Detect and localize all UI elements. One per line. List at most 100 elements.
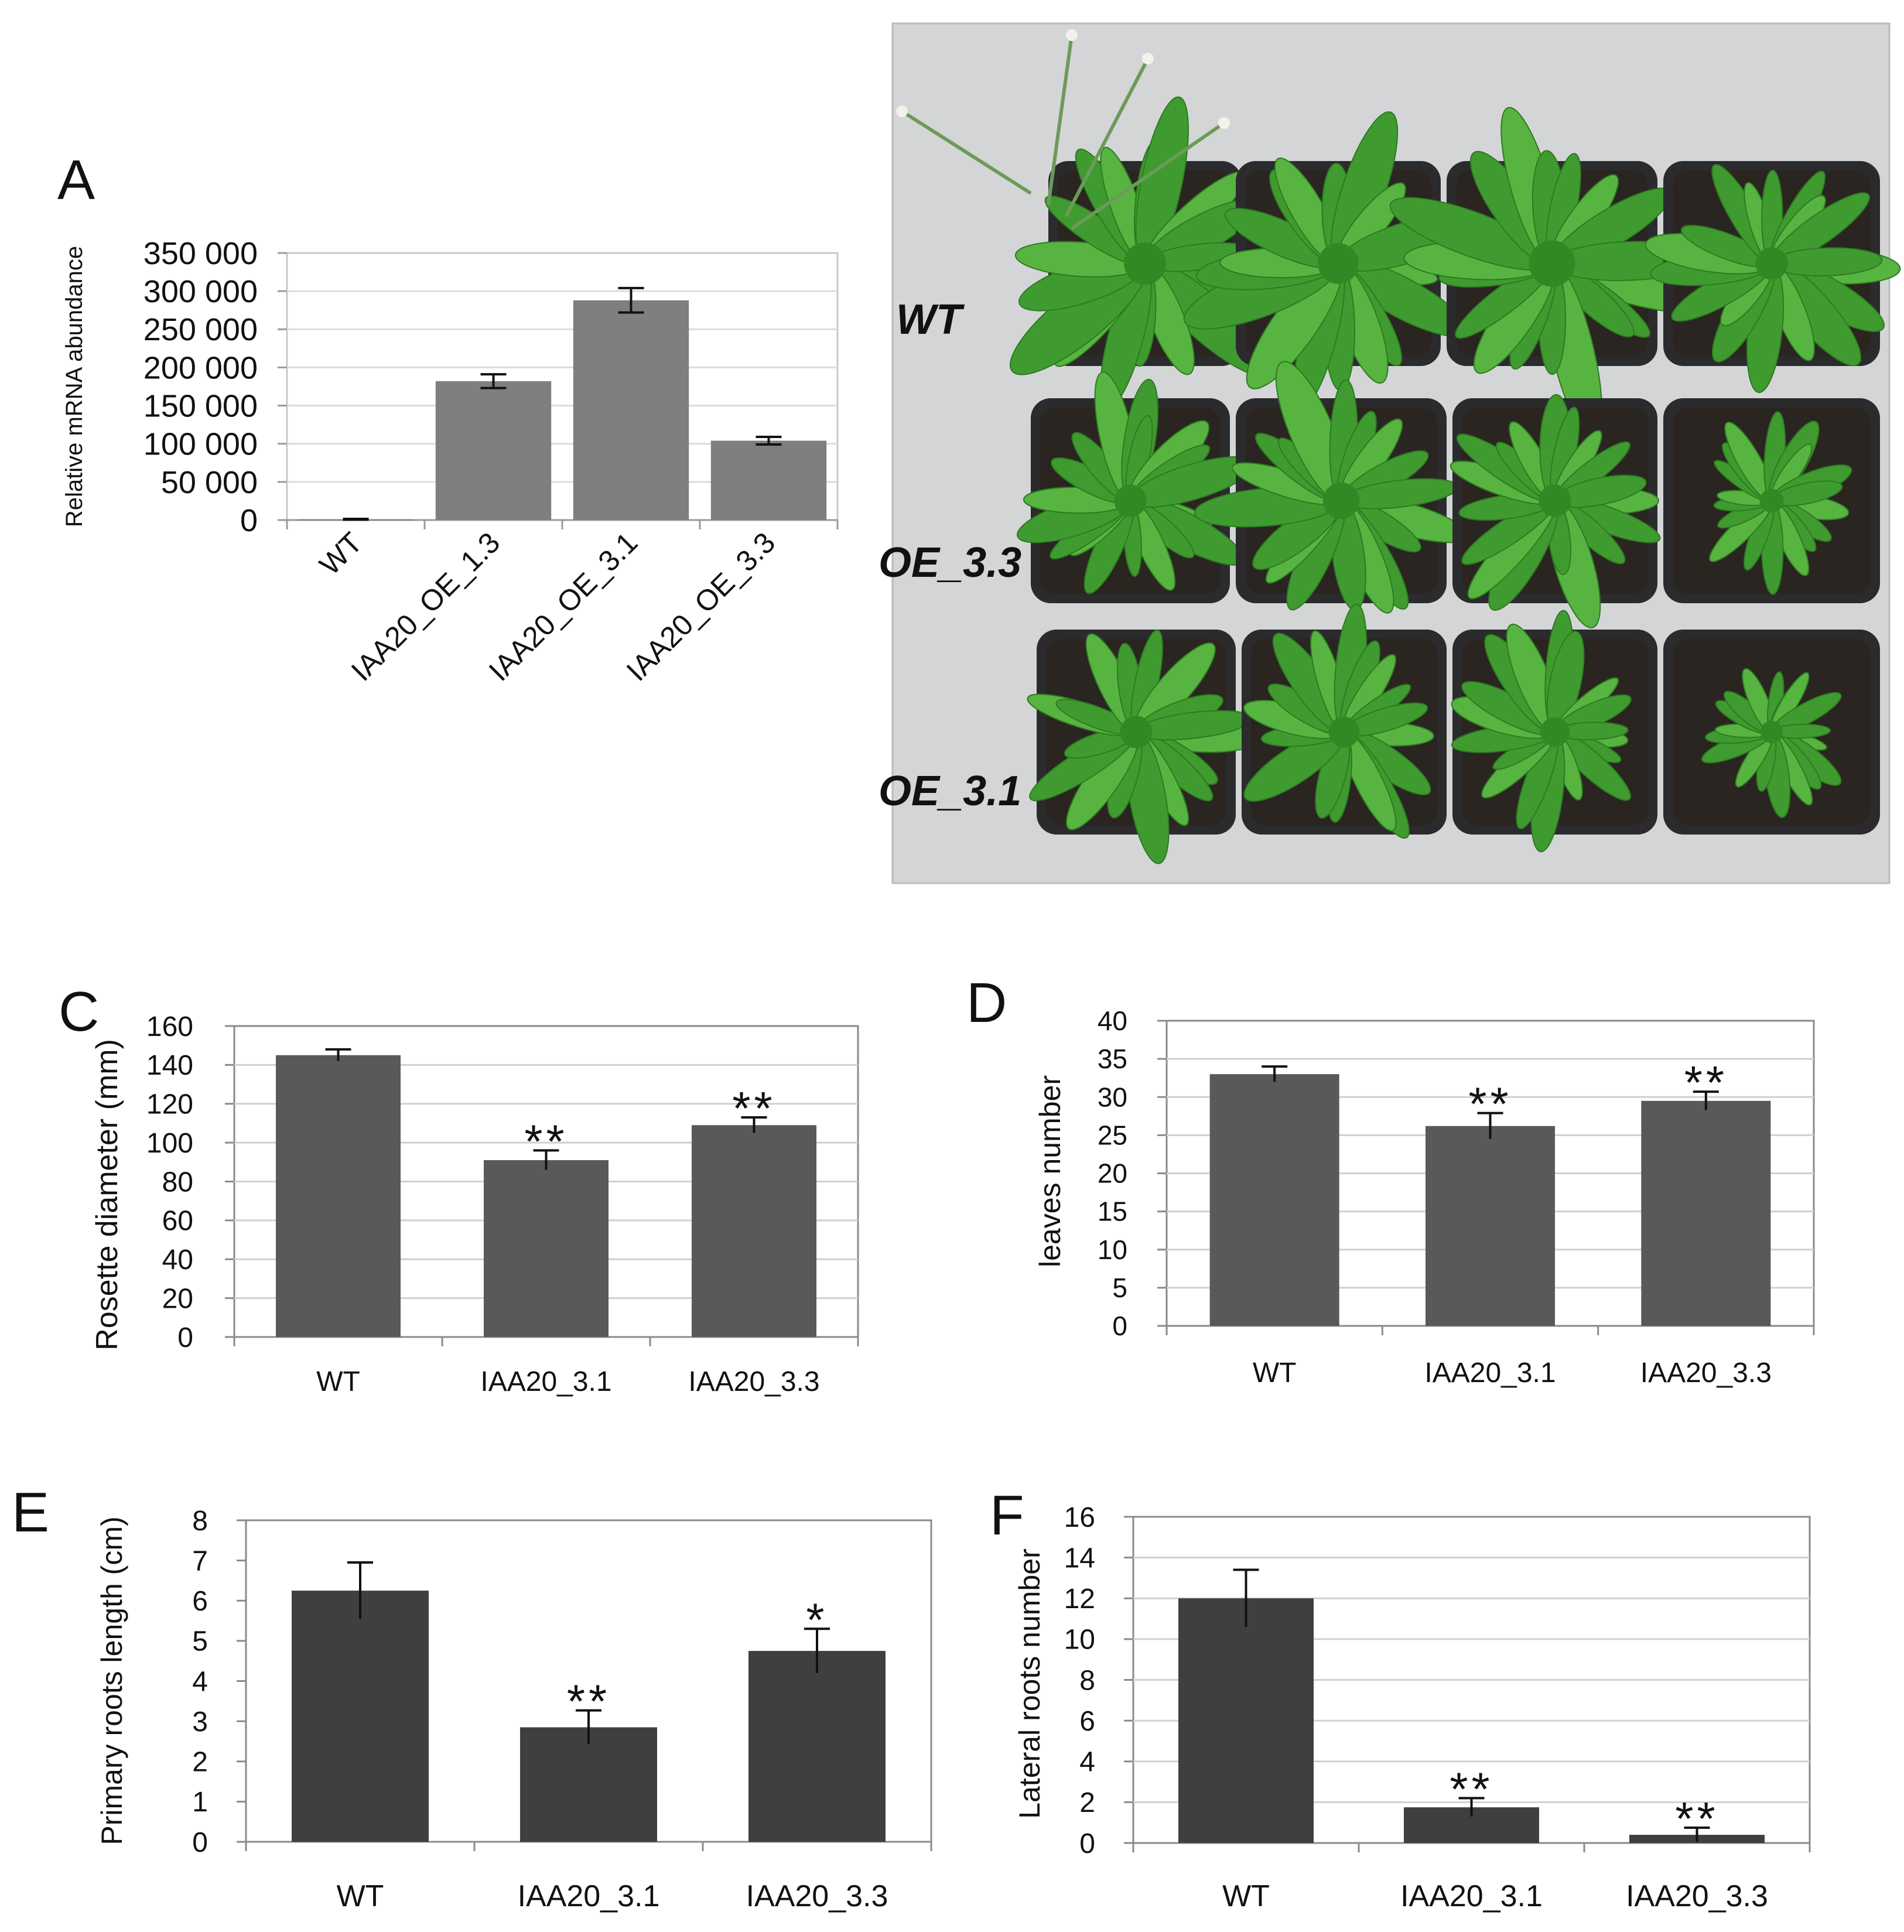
y-tick-label: 8 xyxy=(192,1506,208,1537)
y-tick-label: 100 000 xyxy=(143,427,258,462)
bar-iaa20-oe-3-3 xyxy=(710,440,827,520)
y-tick-label: 5 xyxy=(1112,1273,1127,1303)
bar-iaa20-3-1 xyxy=(484,1160,609,1337)
chart-f-lateral-roots: 0 2 4 6 8 10 12 14 16 WT ** IAA20_3.1 ** IAA20_3.3 Lat… xyxy=(1013,1502,1811,1913)
y-tick-label: 150 000 xyxy=(143,388,258,423)
y-tick-label: 200 000 xyxy=(143,350,258,385)
bar-wt xyxy=(1178,1598,1314,1843)
x-category-label: IAA20_3.3 xyxy=(1626,1879,1768,1913)
x-category-label: WT xyxy=(1222,1879,1270,1913)
bar-wt xyxy=(276,1055,401,1337)
panel-letter-f: F xyxy=(990,1484,1024,1547)
x-category-label: IAA20_OE_3.3 xyxy=(620,526,781,687)
x-category-label: WT xyxy=(316,1366,360,1397)
panel-letter-e: E xyxy=(12,1481,49,1544)
bar-iaa20-3-1 xyxy=(520,1727,657,1842)
significance-marker: ** xyxy=(1450,1763,1493,1815)
rosette-center xyxy=(1328,716,1360,748)
rosette-center xyxy=(1114,484,1147,517)
y-tick-label: 16 xyxy=(1064,1502,1095,1533)
x-category-label: WT xyxy=(337,1879,384,1913)
panel-letter-a: A xyxy=(57,149,95,211)
rosette-center xyxy=(1322,482,1360,519)
y-tick-label: 100 xyxy=(146,1128,193,1159)
y-tick-label: 14 xyxy=(1064,1543,1095,1574)
y-tick-label: 40 xyxy=(1098,1006,1127,1036)
rosette-center xyxy=(1318,243,1359,284)
significance-marker: ** xyxy=(524,1115,568,1167)
y-tick-label: 50 000 xyxy=(161,465,258,500)
y-tick-label: 1 xyxy=(192,1787,208,1818)
y-tick-label: 10 xyxy=(1064,1625,1095,1656)
rosette-center xyxy=(1759,488,1784,513)
y-tick-label: 6 xyxy=(192,1586,208,1617)
y-tick-label: 4 xyxy=(1079,1747,1095,1778)
flower xyxy=(896,105,908,117)
x-category-label: IAA20_OE_3.1 xyxy=(483,526,644,687)
y-tick-label: 8 xyxy=(1079,1665,1095,1696)
significance-marker: ** xyxy=(567,1675,610,1728)
y-tick-label: 3 xyxy=(192,1707,208,1738)
x-category-label: IAA20_3.1 xyxy=(480,1366,611,1397)
y-tick-label: 0 xyxy=(1112,1311,1127,1341)
y-axis-label: Relative mRNA abundance xyxy=(61,246,87,527)
chart-c-rosette-diameter: 0 20 40 60 80 100 120 140 160 WT ** IAA20_3.1 ** IAA2… xyxy=(90,1011,859,1397)
y-tick-label: 25 xyxy=(1098,1120,1127,1150)
y-tick-label: 2 xyxy=(192,1747,208,1778)
flower-stem xyxy=(901,110,1032,195)
bar-iaa20-3-3 xyxy=(748,1651,886,1842)
x-category-label: IAA20_3.1 xyxy=(1400,1879,1543,1913)
y-axis-label: Rosette diameter (mm) xyxy=(90,1039,124,1350)
significance-marker: ** xyxy=(1684,1056,1728,1109)
flower xyxy=(1218,117,1230,129)
y-tick-label: 7 xyxy=(192,1545,208,1577)
y-tick-label: 0 xyxy=(1079,1828,1095,1859)
bar-wt xyxy=(292,1591,429,1842)
panel-letter-c: C xyxy=(59,980,99,1043)
significance-marker: ** xyxy=(732,1082,775,1134)
chart-e-primary-roots: 0 1 2 3 4 5 6 7 8 WT ** IAA20_3.1 * IAA20_3.3 Primary … xyxy=(95,1506,932,1913)
y-tick-label: 10 xyxy=(1098,1235,1127,1265)
y-tick-label: 2 xyxy=(1079,1787,1095,1818)
rosette-center xyxy=(1529,240,1575,287)
significance-marker: ** xyxy=(1468,1078,1512,1130)
x-category-label: IAA20_OE_1.3 xyxy=(345,526,506,687)
bar-iaa20-3-3 xyxy=(1641,1100,1771,1326)
y-tick-label: 6 xyxy=(1079,1706,1095,1737)
y-tick-label: 5 xyxy=(192,1626,208,1657)
rosette-center xyxy=(1539,484,1571,517)
panel-letter-d: D xyxy=(966,972,1007,1034)
y-tick-label: 35 xyxy=(1098,1044,1127,1074)
y-axis-label: Lateral roots number xyxy=(1013,1548,1046,1818)
y-tick-label: 20 xyxy=(162,1283,193,1314)
x-category-label: IAA20_3.3 xyxy=(688,1366,819,1397)
y-tick-label: 4 xyxy=(192,1666,208,1697)
bar-iaa20-3-1 xyxy=(1426,1126,1555,1326)
bar-iaa20-3-3 xyxy=(692,1125,816,1337)
y-tick-label: 0 xyxy=(192,1827,208,1858)
y-tick-label: 120 xyxy=(146,1089,193,1120)
y-tick-label: 60 xyxy=(162,1206,193,1237)
bar-iaa20-oe-1-3 xyxy=(435,381,552,520)
flower-stem xyxy=(1047,35,1074,206)
significance-marker: ** xyxy=(1675,1793,1718,1845)
y-axis-label: Primary roots length (cm) xyxy=(95,1516,128,1845)
significance-marker: * xyxy=(806,1594,828,1646)
flower-stem xyxy=(1071,121,1225,230)
y-tick-label: 140 xyxy=(146,1050,193,1081)
x-category-label: WT xyxy=(1253,1357,1297,1389)
flower xyxy=(1066,29,1078,41)
plant-photo: WT OE_3.3 OE_3.1 xyxy=(878,22,1901,884)
rosette-center xyxy=(1755,247,1788,280)
x-category-label: IAA20_3.3 xyxy=(1640,1357,1772,1389)
flower xyxy=(1142,53,1154,64)
y-tick-label: 40 xyxy=(162,1244,193,1276)
y-tick-label: 0 xyxy=(240,503,258,538)
rosette-center xyxy=(1124,242,1166,285)
y-tick-label: 15 xyxy=(1098,1196,1127,1227)
chart-d-leaves-number: 0 5 10 15 20 25 30 35 40 WT ** IAA20_3.1 ** IAA20_3.3… xyxy=(1034,1006,1815,1389)
rosette-center xyxy=(1760,720,1783,744)
y-tick-label: 30 xyxy=(1098,1082,1127,1112)
